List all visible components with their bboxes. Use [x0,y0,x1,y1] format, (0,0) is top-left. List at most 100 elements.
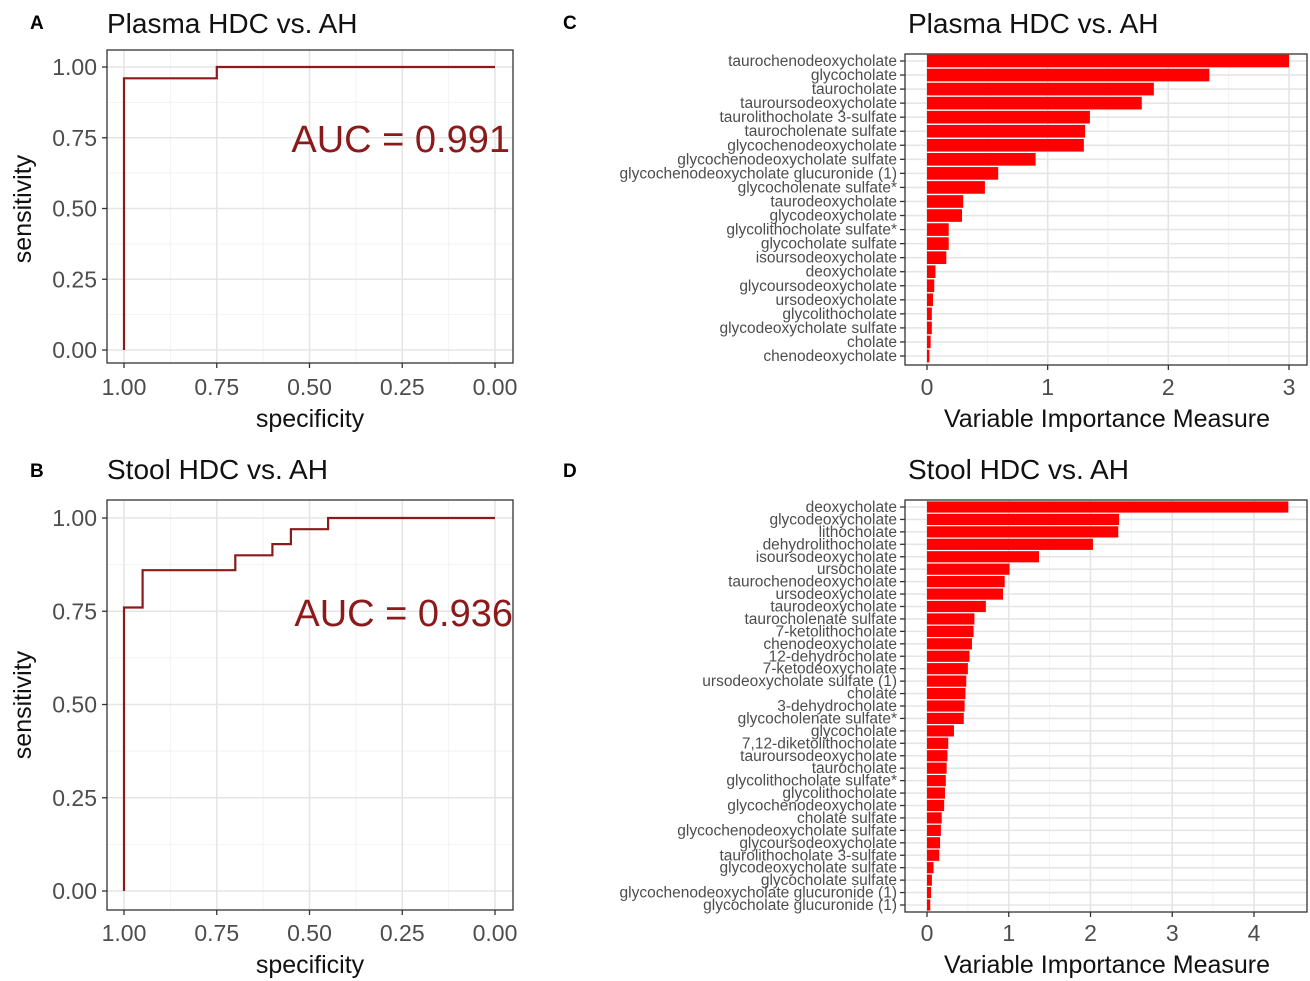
category-label: 12-dehydrocholate [769,648,897,665]
importance-bar [927,265,936,279]
importance-bar [927,563,1010,575]
importance-bar [927,874,932,886]
importance-bar [927,663,968,675]
panel-d-importance: Stool HDC vs. AH 0 1 2 3 4deoxycholateglycod… [620,454,1308,979]
importance-bar [927,68,1210,82]
importance-bar [927,837,941,849]
category-label: 7-ketolithocholate [776,623,898,640]
panel-a-title: Plasma HDC vs. AH [107,8,358,39]
x-tick-label: 0.75 [194,374,239,400]
panel-b-grid [107,500,513,910]
category-label: deoxycholate [806,264,897,281]
category-label: tauroursodeoxycholate [740,95,897,112]
category-label: cholate [847,686,897,703]
category-label: glycodeoxycholate sulfate [719,320,897,337]
panel-d-x-axis-title: Variable Importance Measure [944,951,1270,979]
importance-bar [927,712,964,725]
x-tick-label: 0.00 [473,920,518,946]
category-label: taurochenodeoxycholate [728,53,897,70]
category-label: ursodeoxycholate sulfate (1) [702,673,897,690]
x-tick-label: 0.50 [287,920,332,946]
importance-bar [927,181,985,194]
y-tick-label: 0.00 [52,337,97,363]
category-label: taurocholenate sulfate [744,123,897,140]
panel-a-x-axis-title: specificity [256,405,365,433]
importance-bar [927,335,931,349]
panel-letter-c: C [563,13,577,34]
category-label: glycodeoxycholate [769,511,897,528]
panel-d-ticks: 0 1 2 3 4 deoxycholateglycodeoxycholatelithoc… [620,499,1261,946]
category-label: tauroursodeoxycholate [740,748,897,765]
importance-bar [927,650,970,662]
category-label: glycoursodeoxycholate [739,278,897,295]
category-label: taurocholate [812,760,897,777]
importance-bar [927,237,949,250]
category-label: lithocholate [819,524,897,541]
y-tick-label: 1.00 [52,54,97,80]
roc-curve-line [122,65,495,350]
category-label: glycodeoxycholate sulfate [719,860,897,877]
category-label: glycochenodeoxycholate [727,798,897,815]
category-label: glycolithocholate sulfate* [726,222,897,239]
importance-bar [927,82,1154,96]
importance-bar [927,551,1039,563]
importance-bar [927,293,934,307]
category-label: glycochenodeoxycholate sulfate [677,151,897,168]
category-label: ursodeoxycholate [776,292,898,309]
importance-bar [927,824,941,836]
category-label: glycolithocholate [782,785,897,802]
category-label: taurocholenate sulfate [744,611,897,628]
panel-b-auc-label: AUC = 0.936 [294,593,513,635]
importance-bar [927,526,1119,538]
x-tick-label: 1.00 [102,374,147,400]
category-label: glycocholate sulfate [761,872,897,889]
category-label: glycocholenate sulfate* [738,179,897,196]
category-label: cholate sulfate [797,810,897,827]
panel-b-y-axis-title: sensitivity [9,650,37,759]
panel-b-roc: Stool HDC vs. AH 1.00 1.00 0.75 0.75 0.50 0.5… [9,454,517,979]
importance-bar [927,138,1084,152]
category-label: isoursodeoxycholate [756,549,897,566]
importance-bar [927,538,1093,550]
y-tick-label: 0.25 [52,785,97,811]
panel-letter-d: D [563,461,577,482]
category-label: glycochenodeoxycholate sulfate [677,822,897,839]
y-tick-label: 1.00 [52,505,97,531]
y-tick-label: 0.75 [52,125,97,151]
panel-a-roc: Plasma HDC vs. AH 1.00 1.00 0.75 0.75 0.50 0.… [9,8,517,433]
category-label: taurochenodeoxycholate [728,574,897,591]
category-label: ursodeoxycholate [776,586,898,603]
category-label: chenodeoxycholate [763,636,897,653]
panel-a-auc-label: AUC = 0.991 [291,119,510,161]
importance-bar [927,124,1086,138]
category-label: glycocholenate sulfate* [738,710,897,727]
importance-bar [927,737,949,749]
panel-c-title: Plasma HDC vs. AH [908,8,1159,39]
panel-letter-a: A [30,13,44,34]
importance-bar [927,700,965,712]
panel-letter-b: B [30,461,44,482]
importance-bar [927,167,999,180]
category-label: glycodeoxycholate [769,208,897,225]
category-label: glycochenodeoxycholate glucuronide (1) [620,885,897,902]
panel-b-x-axis-title: specificity [256,951,365,979]
importance-bar [927,54,1289,68]
importance-bar [927,588,1004,600]
x-tick-label: 1 [1002,920,1015,946]
importance-bar [927,750,948,762]
importance-bar [927,96,1142,110]
category-label: 7,12-diketolithocholate [742,735,897,752]
x-tick-label: 0.00 [473,374,518,400]
panel-c-importance: Plasma HDC vs. AH 0 1 2 3 taurochenodeoxycho… [620,8,1308,433]
panel-c-x-axis-title: Variable Importance Measure [944,405,1270,433]
category-label: cholate [847,334,897,351]
x-tick-label: 2 [1084,920,1097,946]
category-label: glycochenodeoxycholate [727,137,897,154]
category-label: taurocholate [812,81,897,98]
category-label: dehydrolithocholate [763,536,897,553]
x-tick-label: 0 [921,374,934,400]
x-tick-label: 0 [921,920,934,946]
panel-d-data [927,501,1289,911]
importance-bar [927,687,966,700]
category-label: glycoursodeoxycholate [739,835,897,852]
